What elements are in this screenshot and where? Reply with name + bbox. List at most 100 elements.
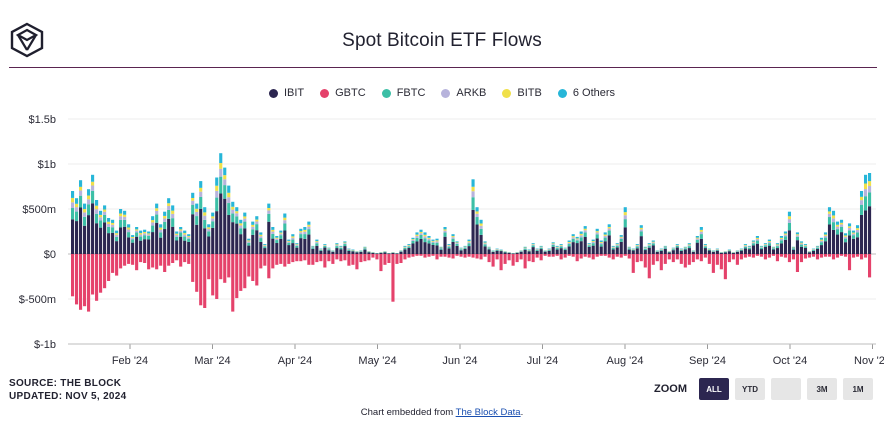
- bar-arkb: [179, 230, 183, 233]
- bar-arkb: [463, 247, 467, 248]
- zoom-button-1m[interactable]: 1M: [843, 378, 873, 400]
- bar-gbtc: [235, 254, 239, 299]
- zoom-button-ytd[interactable]: YTD: [735, 378, 765, 400]
- bar-bitb: [483, 242, 487, 244]
- zoom-button-all[interactable]: ALL: [699, 378, 729, 400]
- bar-gbtc: [303, 254, 307, 261]
- bar-ibit: [123, 226, 127, 254]
- bar-ibit: [707, 250, 711, 254]
- bar-ibit: [575, 243, 579, 254]
- bar-6-others: [595, 228, 599, 232]
- bar-bitb: [291, 236, 295, 238]
- bar-ibit: [639, 236, 643, 254]
- bar-fbtc: [707, 249, 711, 251]
- bar-6-others: [743, 244, 747, 246]
- bar-arkb: [155, 210, 159, 215]
- bar-gbtc: [831, 254, 836, 260]
- bar-gbtc: [567, 254, 571, 256]
- bar-fbtc: [819, 242, 824, 246]
- bar-ibit: [135, 236, 139, 254]
- bar-gbtc: [287, 254, 291, 264]
- bar-6-others: [187, 234, 191, 237]
- zoom-button-blank[interactable]: [771, 378, 801, 400]
- bar-arkb: [863, 189, 868, 197]
- bar-6-others: [487, 246, 491, 248]
- bar-fbtc: [295, 245, 299, 248]
- bar-gbtc: [427, 254, 431, 257]
- bar-6-others: [307, 221, 311, 225]
- bar-6-others: [95, 200, 99, 206]
- bar-6-others: [771, 246, 775, 248]
- bar-bitb: [551, 243, 555, 244]
- bar-bitb: [307, 224, 311, 227]
- bar-fbtc: [259, 238, 263, 242]
- bar-ibit: [83, 225, 87, 254]
- legend-item-gbtc[interactable]: GBTC: [320, 87, 366, 99]
- bar-6-others: [111, 219, 115, 223]
- the-block-data-link[interactable]: The Block Data: [455, 407, 521, 418]
- bar-gbtc: [271, 254, 275, 269]
- bar-ibit: [507, 252, 511, 254]
- bar-gbtc: [187, 254, 191, 264]
- bar-bitb: [827, 211, 832, 214]
- bar-gbtc: [395, 254, 399, 264]
- bar-arkb: [475, 213, 479, 218]
- bar-6-others: [447, 244, 451, 246]
- bar-arkb: [275, 238, 279, 241]
- bar-bitb: [219, 163, 223, 169]
- bar-bitb: [623, 212, 627, 216]
- bar-bitb: [819, 239, 824, 241]
- bar-gbtc: [643, 254, 647, 268]
- bar-bitb: [699, 229, 703, 232]
- bar-ibit: [383, 252, 387, 254]
- bar-ibit: [443, 236, 447, 254]
- legend-item-bitb[interactable]: BITB: [502, 87, 542, 99]
- bar-arkb: [799, 243, 804, 245]
- bar-fbtc: [787, 222, 792, 231]
- bar-ibit: [451, 241, 455, 254]
- bar-fbtc: [771, 248, 775, 250]
- bar-6-others: [683, 246, 687, 248]
- bar-fbtc: [791, 248, 796, 250]
- bar-ibit: [199, 208, 203, 254]
- x-tick-label: Sep '24: [689, 355, 726, 367]
- bar-bitb: [71, 197, 75, 203]
- bar-arkb: [627, 247, 631, 249]
- bar-bitb: [407, 245, 411, 246]
- bar-fbtc: [411, 240, 415, 244]
- bar-bitb: [835, 224, 840, 227]
- bar-ibit: [415, 241, 419, 254]
- bar-6-others: [423, 232, 427, 235]
- bar-gbtc: [163, 254, 167, 272]
- bar-fbtc: [287, 242, 291, 246]
- bar-bitb: [435, 240, 439, 242]
- bar-arkb: [335, 245, 339, 247]
- bar-arkb: [619, 237, 623, 239]
- zoom-button-3m[interactable]: 3M: [807, 378, 837, 400]
- bar-6-others: [251, 221, 255, 225]
- bar-gbtc: [499, 254, 503, 271]
- bar-arkb: [751, 242, 755, 244]
- bar-6-others: [868, 173, 872, 182]
- bar-bitb: [635, 245, 639, 246]
- bar-6-others: [687, 243, 691, 245]
- bar-arkb: [567, 242, 571, 245]
- bar-fbtc: [567, 244, 571, 247]
- bar-arkb: [223, 179, 227, 186]
- bar-fbtc: [451, 238, 455, 242]
- bar-ibit: [635, 248, 639, 254]
- bar-ibit: [235, 223, 239, 254]
- bar-arkb: [127, 229, 131, 233]
- legend-item-arkb[interactable]: ARKB: [441, 87, 486, 99]
- bar-arkb: [639, 229, 643, 232]
- bar-arkb: [455, 243, 459, 244]
- legend-item-fbtc[interactable]: FBTC: [381, 87, 425, 99]
- bar-gbtc: [699, 254, 703, 262]
- bar-ibit: [571, 242, 575, 254]
- bar-gbtc: [531, 254, 535, 263]
- bar-6-others: [195, 203, 199, 209]
- bar-arkb: [79, 190, 83, 196]
- bar-ibit: [463, 248, 467, 254]
- legend-item-6-others[interactable]: 6 Others: [557, 87, 615, 99]
- legend-item-ibit[interactable]: IBIT: [268, 87, 304, 99]
